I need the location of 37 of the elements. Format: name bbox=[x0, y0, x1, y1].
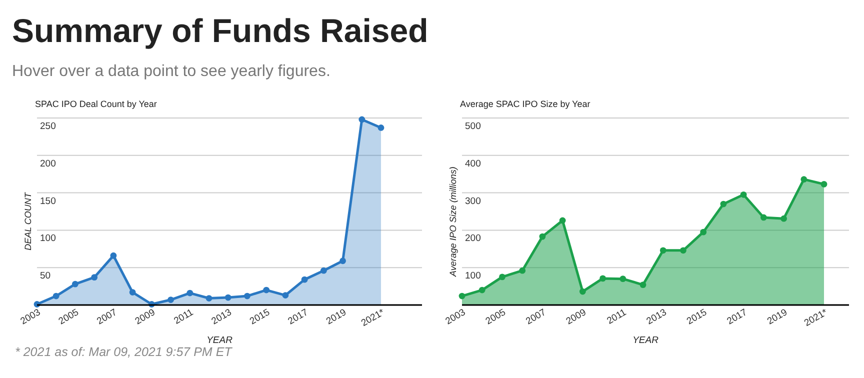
x-tick-label: 2013 bbox=[210, 307, 234, 328]
y-tick-label: 300 bbox=[465, 196, 481, 207]
y-tick-label: 400 bbox=[465, 158, 481, 170]
text: Hover over a data point to see yearly figures. bbox=[12, 63, 330, 80]
x-tick-label: 2003 bbox=[18, 307, 42, 328]
x-tick-label: 2003 bbox=[444, 307, 468, 328]
y-tick-label: 100 bbox=[40, 233, 56, 244]
x-tick-label: 2005 bbox=[56, 307, 81, 328]
text: Summary of Funds Raised bbox=[12, 12, 428, 49]
x-axis-title: YEAR bbox=[632, 335, 659, 346]
x-tick-label: 2017 bbox=[286, 307, 310, 328]
x-tick-label: 2007 bbox=[524, 307, 548, 328]
x-tick-label: 2015 bbox=[685, 307, 709, 328]
x-tick-label: 2013 bbox=[644, 307, 669, 328]
y-tick-label: 50 bbox=[40, 270, 51, 282]
y-tick-label: 250 bbox=[40, 121, 56, 132]
x-tick-label: 2005 bbox=[484, 307, 508, 328]
x-tick-label: 2009 bbox=[564, 307, 588, 328]
x-tick-label: 2015 bbox=[248, 307, 272, 328]
y-axis-title: DEAL COUNT bbox=[23, 191, 33, 250]
x-tick-label: 2009 bbox=[133, 307, 158, 328]
x-tick-label: 2007 bbox=[95, 307, 119, 328]
text: * 2021 as of: Mar 09, 2021 9:57 PM ET bbox=[15, 345, 234, 359]
x-tick-label: 2019 bbox=[765, 307, 790, 328]
x-tick-label: 2017 bbox=[725, 307, 750, 328]
chart-title: Average SPAC IPO Size by Year bbox=[460, 99, 590, 109]
chart-title: SPAC IPO Deal Count by Year bbox=[35, 99, 157, 109]
x-tick-label: 2011 bbox=[605, 307, 628, 327]
x-tick-label: 2011 bbox=[172, 307, 196, 327]
y-tick-label: 100 bbox=[465, 270, 481, 282]
y-tick-label: 200 bbox=[40, 158, 56, 170]
y-axis-title: Average IPO Size (millions) bbox=[448, 166, 458, 278]
y-tick-label: 150 bbox=[40, 196, 56, 207]
x-axis-title: YEAR bbox=[206, 335, 233, 346]
y-tick-label: 200 bbox=[465, 233, 481, 244]
y-tick-label: 500 bbox=[465, 121, 481, 132]
x-tick-label: 2019 bbox=[324, 307, 348, 328]
